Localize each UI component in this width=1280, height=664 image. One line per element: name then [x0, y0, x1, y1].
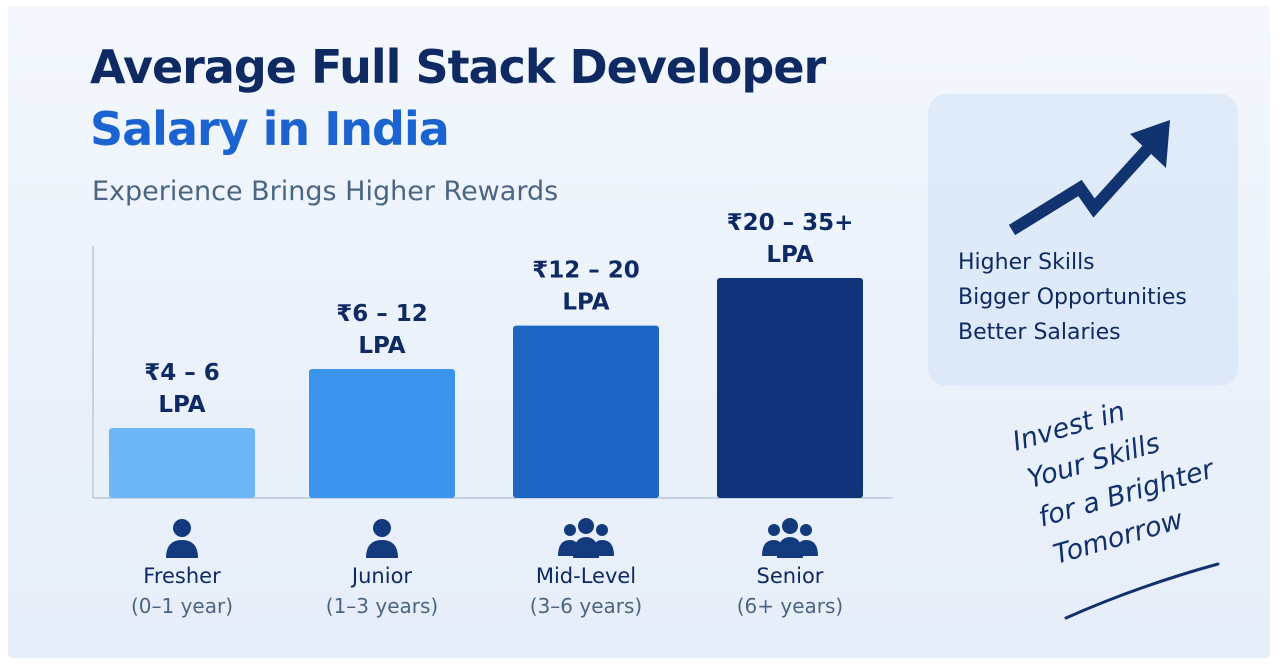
data-label: LPA [766, 242, 813, 268]
bar-junior [309, 369, 455, 498]
category-label: Mid-Level [536, 564, 636, 588]
data-label: ₹20 – 35+ [727, 210, 854, 236]
benefits-panel: Higher Skills Bigger Opportunities Bette… [928, 94, 1238, 386]
category-sublabel: (6+ years) [737, 594, 843, 618]
data-label: LPA [358, 333, 405, 359]
benefit-line: Bigger Opportunities [958, 285, 1187, 310]
category-sublabel: (3–6 years) [530, 594, 642, 618]
data-label: LPA [158, 392, 205, 418]
category-label: Junior [350, 564, 412, 588]
data-label: LPA [562, 290, 609, 316]
bar-fresher [109, 428, 255, 498]
bar-senior [717, 278, 863, 498]
title-line-1: Average Full Stack Developer [90, 40, 826, 94]
subtitle: Experience Brings Higher Rewards [92, 176, 559, 207]
title-line-2: Salary in India [90, 102, 450, 156]
benefit-line: Higher Skills [958, 250, 1095, 275]
benefit-line: Better Salaries [958, 320, 1121, 345]
person-icon [366, 519, 398, 558]
data-label: ₹4 – 6 [144, 360, 220, 386]
tagline: Invest in Your Skills for a Brighter Tom… [1008, 358, 1270, 578]
category-sublabel: (1–3 years) [326, 594, 438, 618]
salary-bar-chart: ₹4 – 6 LPA ₹6 – 12 LPA ₹12 – 20 LPA ₹20 – 35+ L… [92, 210, 893, 618]
infographic-card: Average Full Stack Developer Salary in I… [8, 6, 1270, 658]
data-label: ₹6 – 12 [336, 301, 428, 327]
group-icon [558, 518, 614, 558]
tagline-underline [1064, 562, 1220, 620]
category-label: Fresher [143, 564, 221, 588]
category-label: Senior [757, 564, 824, 588]
group-icon [762, 518, 818, 558]
person-icon [166, 519, 198, 558]
trending-up-arrow-icon [1008, 120, 1170, 236]
data-label: ₹12 – 20 [532, 258, 640, 284]
bar-mid-level [513, 325, 659, 498]
category-sublabel: (0–1 year) [131, 594, 233, 618]
